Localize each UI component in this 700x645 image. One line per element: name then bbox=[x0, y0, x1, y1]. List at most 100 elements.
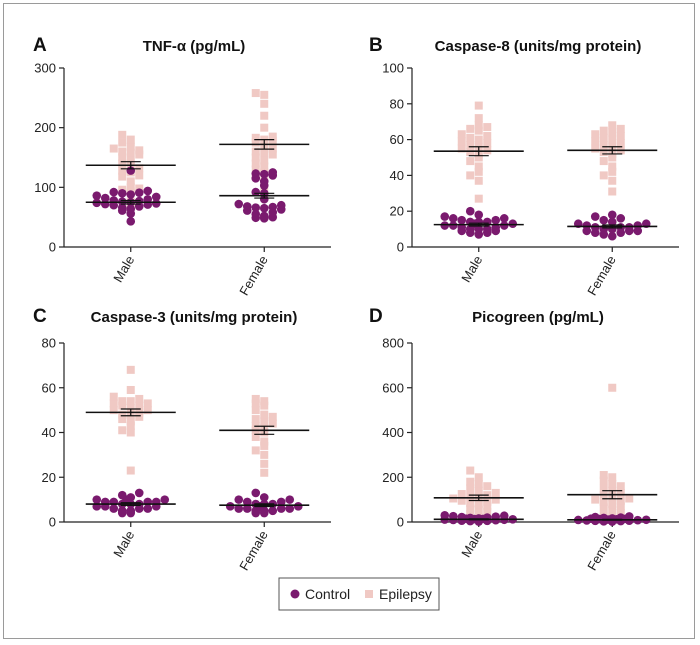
x-category-label: Female bbox=[236, 528, 271, 573]
control-point bbox=[448, 511, 458, 521]
epilepsy-point bbox=[109, 144, 118, 153]
control-point bbox=[590, 223, 600, 232]
epilepsy-point bbox=[491, 488, 500, 497]
epilepsy-point bbox=[251, 159, 260, 168]
epilepsy-point bbox=[474, 162, 483, 171]
epilepsy-point bbox=[466, 466, 475, 475]
control-point bbox=[234, 504, 244, 513]
epilepsy-point bbox=[126, 148, 135, 157]
y-tick-label: 300 bbox=[34, 61, 56, 76]
epilepsy-point bbox=[483, 507, 492, 516]
epilepsy-point bbox=[118, 159, 127, 168]
epilepsy-point bbox=[608, 383, 617, 392]
epilepsy-point bbox=[616, 509, 625, 518]
epilepsy-point bbox=[126, 466, 135, 475]
epilepsy-point bbox=[616, 124, 625, 133]
epilepsy-point bbox=[268, 136, 277, 145]
epilepsy-point bbox=[466, 140, 475, 149]
control-point bbox=[234, 495, 244, 504]
epilepsy-point bbox=[126, 385, 135, 394]
panel-title: Caspase-8 (units/mg protein) bbox=[435, 38, 642, 55]
control-point bbox=[117, 490, 127, 500]
epilepsy-point bbox=[260, 410, 269, 419]
epilepsy-point bbox=[126, 417, 135, 426]
epilepsy-point bbox=[126, 365, 135, 374]
epilepsy-point bbox=[591, 144, 600, 153]
control-point bbox=[624, 512, 634, 521]
control-point bbox=[143, 186, 153, 196]
y-tick-label: 0 bbox=[397, 515, 404, 530]
y-tick-label: 40 bbox=[42, 425, 56, 440]
y-tick-label: 400 bbox=[382, 425, 404, 440]
x-category-label: Male bbox=[110, 253, 137, 285]
control-point bbox=[465, 513, 475, 523]
epilepsy-point bbox=[109, 406, 118, 415]
panel-letter: D bbox=[369, 306, 383, 327]
epilepsy-point bbox=[251, 133, 260, 142]
control-point bbox=[109, 504, 119, 513]
control-point bbox=[117, 203, 127, 212]
y-tick-label: 80 bbox=[42, 336, 56, 351]
control-point bbox=[259, 211, 269, 221]
control-point bbox=[259, 194, 269, 204]
epilepsy-point bbox=[260, 90, 269, 99]
epilepsy-point bbox=[608, 162, 617, 171]
epilepsy-point bbox=[625, 494, 634, 503]
panel-title: Caspase-3 (units/mg protein) bbox=[91, 309, 298, 326]
control-point bbox=[151, 192, 161, 202]
epilepsy-point bbox=[616, 132, 625, 141]
control-point bbox=[126, 190, 136, 199]
epilepsy-point bbox=[143, 399, 152, 408]
control-point bbox=[440, 212, 450, 221]
epilepsy-point bbox=[491, 495, 500, 504]
control-point bbox=[285, 495, 295, 504]
control-point bbox=[633, 221, 643, 230]
epilepsy-point bbox=[591, 495, 600, 504]
control-point bbox=[590, 212, 600, 221]
epilepsy-point bbox=[126, 403, 135, 412]
epilepsy-point bbox=[599, 126, 608, 135]
epilepsy-point bbox=[483, 146, 492, 155]
epilepsy-point bbox=[608, 473, 617, 482]
epilepsy-point bbox=[474, 121, 483, 130]
control-point bbox=[242, 202, 252, 211]
control-point bbox=[251, 488, 261, 498]
control-point bbox=[276, 200, 286, 210]
epilepsy-point bbox=[118, 401, 127, 410]
epilepsy-point bbox=[109, 392, 118, 401]
x-category-label: Male bbox=[458, 253, 485, 285]
epilepsy-point bbox=[260, 417, 269, 426]
panel-d: D Picogreen (pg/mL) 0 200 400 600 800 Male Femal… bbox=[369, 306, 679, 573]
control-point bbox=[225, 502, 235, 511]
control-point bbox=[92, 191, 102, 200]
epilepsy-point bbox=[268, 419, 277, 428]
control-point bbox=[109, 196, 119, 205]
epilepsy-point bbox=[599, 503, 608, 512]
epilepsy-point bbox=[260, 123, 269, 132]
control-point bbox=[126, 217, 136, 226]
control-point bbox=[160, 495, 170, 504]
control-point bbox=[482, 224, 492, 234]
control-point bbox=[234, 199, 244, 209]
panel-title: Picogreen (pg/mL) bbox=[472, 309, 604, 326]
legend-epilepsy-marker bbox=[365, 590, 373, 598]
epilepsy-point bbox=[126, 183, 135, 192]
legend-epilepsy-label: Epilepsy bbox=[379, 586, 432, 602]
epilepsy-point bbox=[483, 123, 492, 132]
control-point bbox=[582, 221, 592, 230]
epilepsy-point bbox=[474, 505, 483, 514]
epilepsy-point bbox=[483, 132, 492, 141]
control-point bbox=[92, 495, 102, 504]
epilepsy-point bbox=[474, 194, 483, 203]
epilepsy-point bbox=[474, 176, 483, 185]
control-point bbox=[126, 493, 136, 502]
epilepsy-point bbox=[251, 432, 260, 441]
panel-b: B Caspase-8 (units/mg protein) 0 20 40 60 80 10… bbox=[369, 35, 679, 298]
y-tick-label: 20 bbox=[42, 470, 56, 485]
epilepsy-point bbox=[260, 397, 269, 406]
epilepsy-point bbox=[616, 502, 625, 511]
epilepsy-point bbox=[268, 150, 277, 159]
epilepsy-point bbox=[608, 121, 617, 130]
y-tick-label: 800 bbox=[382, 336, 404, 351]
epilepsy-point bbox=[126, 397, 135, 406]
